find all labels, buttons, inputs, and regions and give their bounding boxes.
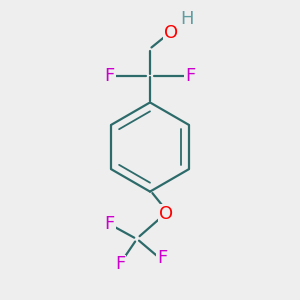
Text: H: H xyxy=(180,10,194,28)
Text: O: O xyxy=(164,24,178,42)
Text: O: O xyxy=(159,205,173,223)
Text: F: F xyxy=(115,255,125,273)
Text: F: F xyxy=(105,67,115,85)
Text: F: F xyxy=(105,215,115,233)
Text: F: F xyxy=(185,67,195,85)
Text: F: F xyxy=(157,250,167,268)
